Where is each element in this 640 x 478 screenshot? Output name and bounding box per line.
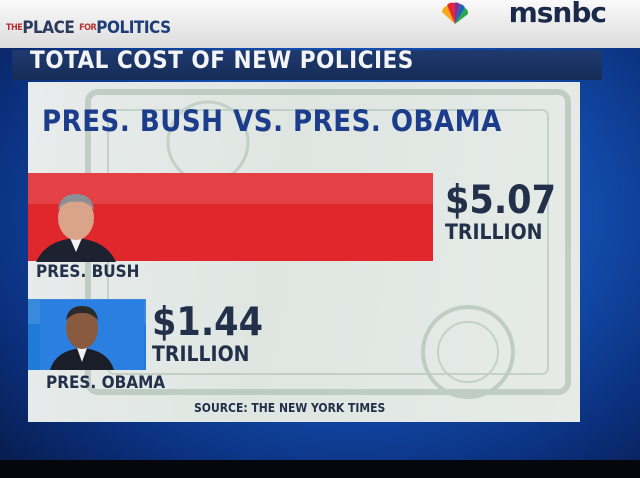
tagline-the: THE [6,23,23,33]
tagline-politics: POLITICS [96,18,171,38]
network-banner: THEPLACE FORPOLITICS msnbc [0,0,640,48]
obama-value-amount: $1.44 [152,300,263,345]
obama-value-unit: TRILLION [152,342,250,366]
tagline-for: FOR [79,23,97,33]
bush-label: PRES. BUSH [36,262,140,282]
chart-title: PRES. BUSH VS. PRES. OBAMA [42,104,502,138]
peacock-logo-icon [442,2,469,24]
tv-bezel [0,460,640,478]
source-credit: SOURCE: THE NEW YORK TIMES [194,401,386,415]
tagline-place: PLACE [22,18,75,38]
bush-photo [36,186,116,262]
bar-highlight [28,173,433,204]
bush-value: $5.07 TRILLION [445,178,556,244]
graphic-header: TOTAL COST OF NEW POLICIES [30,46,414,74]
bush-value-amount: $5.07 [445,178,556,223]
obama-label: PRES. OBAMA [46,373,166,393]
header-strip [12,50,602,80]
network-logo: msnbc [508,0,607,29]
show-tagline: THEPLACE FORPOLITICS [6,18,171,38]
obama-photo [40,300,144,370]
bush-value-unit: TRILLION [445,220,543,244]
obama-value: $1.44 TRILLION [152,300,263,366]
